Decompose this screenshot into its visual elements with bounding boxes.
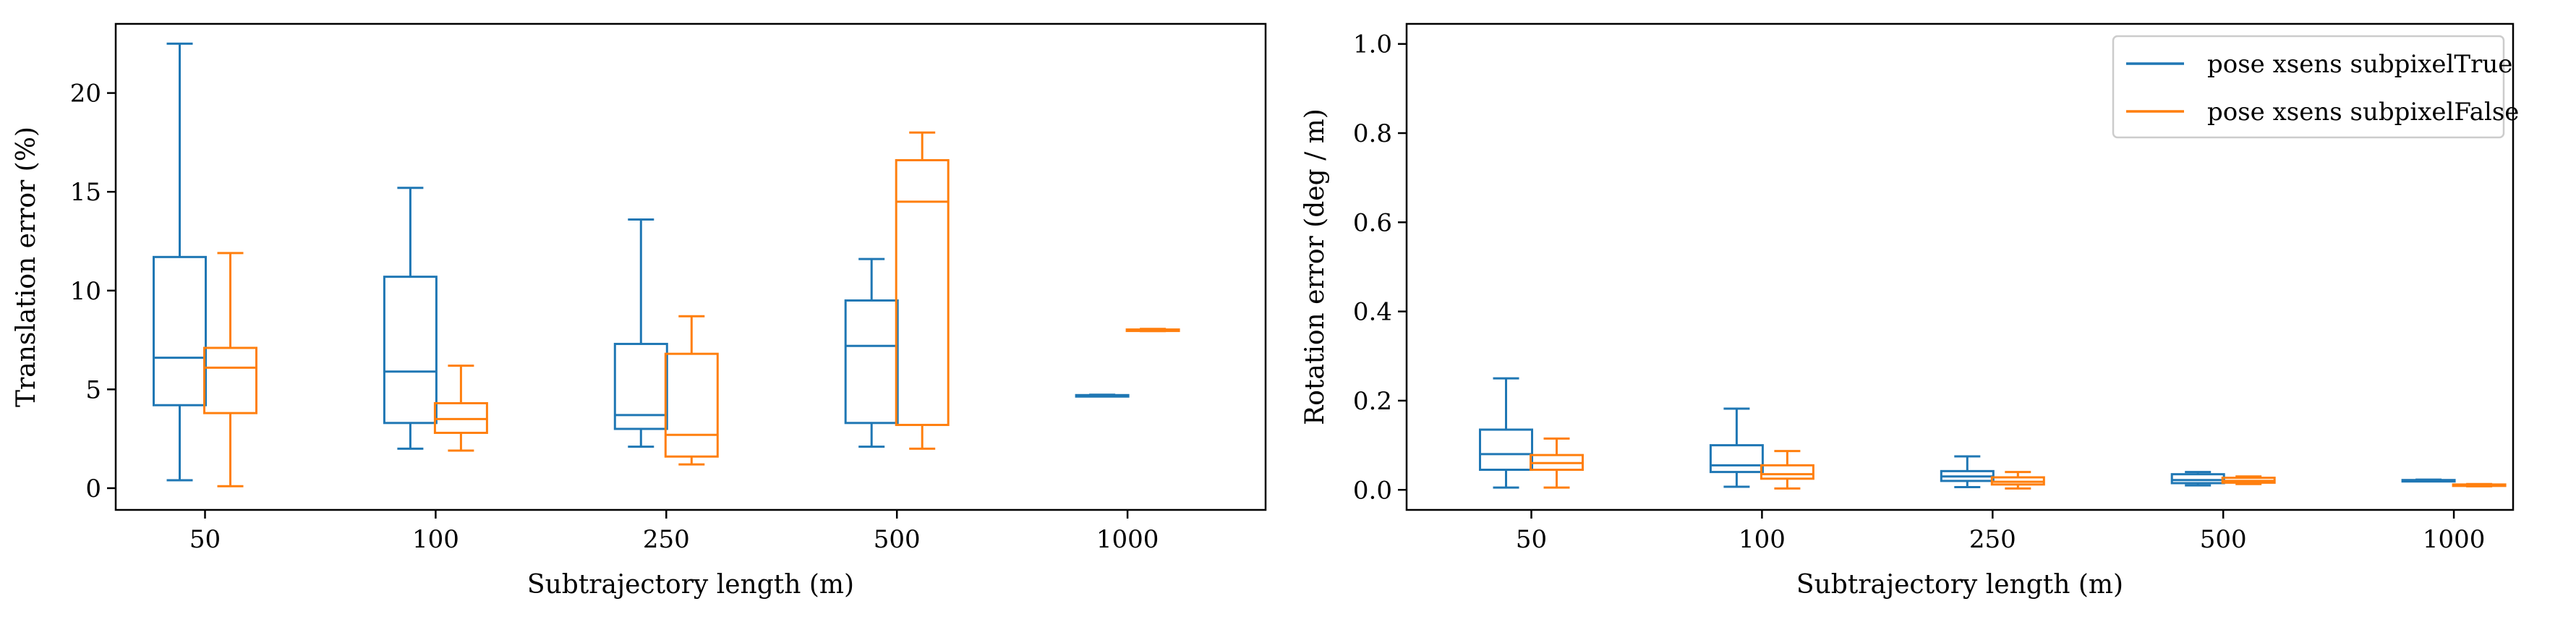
box-1000-series-1 bbox=[1075, 393, 1130, 398]
legend-frame bbox=[2112, 35, 2505, 139]
x-axis-label: Subtrajectory length (m) bbox=[1796, 570, 2123, 600]
y-tick-label: 10 bbox=[70, 277, 101, 306]
axes-frame bbox=[1405, 22, 2515, 511]
x-tick-label: 500 bbox=[2200, 525, 2247, 554]
box-body bbox=[1760, 464, 1814, 480]
x-tick-label: 500 bbox=[874, 525, 921, 554]
series-1-boxes bbox=[1479, 377, 2456, 489]
axes-frame bbox=[114, 22, 1267, 511]
box-50-series-1 bbox=[153, 42, 207, 482]
box-body bbox=[2170, 473, 2225, 485]
x-tick-label: 1000 bbox=[1096, 525, 1159, 554]
y-tick-label: 0.2 bbox=[1353, 387, 1392, 416]
chart-panel-1: 0 5 10 15 20 50 100 250 500 1000 Subtrajectory len… bbox=[12, 22, 1267, 600]
box-body bbox=[153, 255, 207, 406]
box-500-series-1 bbox=[844, 257, 899, 448]
x-tick-label: 250 bbox=[643, 525, 690, 554]
box-body bbox=[664, 352, 719, 458]
y-tick-label: 0.4 bbox=[1353, 298, 1392, 327]
x-tick-label: 50 bbox=[189, 525, 221, 554]
chart-panel-2: 0.0 0.2 0.4 0.6 0.8 1.0 50 100 250 500 1000 Subtraj… bbox=[1300, 22, 2519, 600]
box-500-series-2 bbox=[2221, 475, 2276, 485]
y-tick-label: 15 bbox=[70, 178, 101, 207]
y-tick-label: 20 bbox=[70, 80, 101, 108]
box-250-series-2 bbox=[1990, 471, 2045, 490]
box-50-series-1 bbox=[1479, 377, 1533, 489]
y-axis-label: Translation error (%) bbox=[12, 127, 41, 407]
box-250-series-2 bbox=[664, 315, 719, 466]
legend: pose xsens subpixelTrue pose xsens subpix… bbox=[2112, 35, 2519, 139]
box-body bbox=[1479, 428, 1533, 472]
box-body bbox=[203, 346, 257, 414]
y-axis-label: Rotation error (deg / m) bbox=[1300, 108, 1330, 425]
y-tick-label: 0.6 bbox=[1353, 208, 1392, 237]
box-500-series-1 bbox=[2170, 471, 2225, 487]
x-tick-label: 250 bbox=[1969, 525, 2016, 554]
x-tick-label: 100 bbox=[1739, 525, 1786, 554]
box-50-series-2 bbox=[203, 252, 257, 487]
x-tick-label: 50 bbox=[1516, 525, 1547, 554]
x-axis-label: Subtrajectory length (m) bbox=[527, 570, 854, 600]
y-tick-label: 1.0 bbox=[1353, 30, 1392, 59]
legend-entry-1: pose xsens subpixelTrue bbox=[2207, 50, 2512, 79]
box-body bbox=[1709, 444, 1764, 474]
box-body bbox=[613, 343, 668, 430]
box-100-series-2 bbox=[433, 365, 488, 452]
box-100-series-1 bbox=[383, 187, 438, 450]
box-1000-series-2 bbox=[1125, 328, 1180, 333]
y-tick-label: 0 bbox=[85, 474, 101, 503]
series-2-boxes bbox=[203, 131, 1180, 487]
box-body bbox=[844, 299, 899, 425]
box-50-series-2 bbox=[1530, 437, 1584, 489]
box-body bbox=[383, 276, 438, 425]
box-500-series-2 bbox=[895, 131, 950, 450]
x-tick-label: 1000 bbox=[2423, 525, 2486, 554]
box-100-series-1 bbox=[1709, 407, 1764, 488]
y-tick-label: 0.0 bbox=[1353, 476, 1392, 505]
x-tick-label: 100 bbox=[412, 525, 459, 554]
box-100-series-2 bbox=[1760, 450, 1814, 490]
box-250-series-1 bbox=[613, 218, 668, 448]
y-tick-label: 0.8 bbox=[1353, 119, 1392, 148]
y-tick-label: 5 bbox=[85, 375, 101, 404]
legend-entry-2: pose xsens subpixelFalse bbox=[2207, 98, 2519, 127]
box-body bbox=[895, 158, 950, 427]
box-1000-series-1 bbox=[2401, 478, 2456, 483]
box-250-series-1 bbox=[1940, 455, 1995, 489]
series-2-boxes bbox=[1530, 437, 2507, 490]
series-1-boxes bbox=[153, 42, 1130, 482]
box-1000-series-2 bbox=[2452, 482, 2507, 487]
